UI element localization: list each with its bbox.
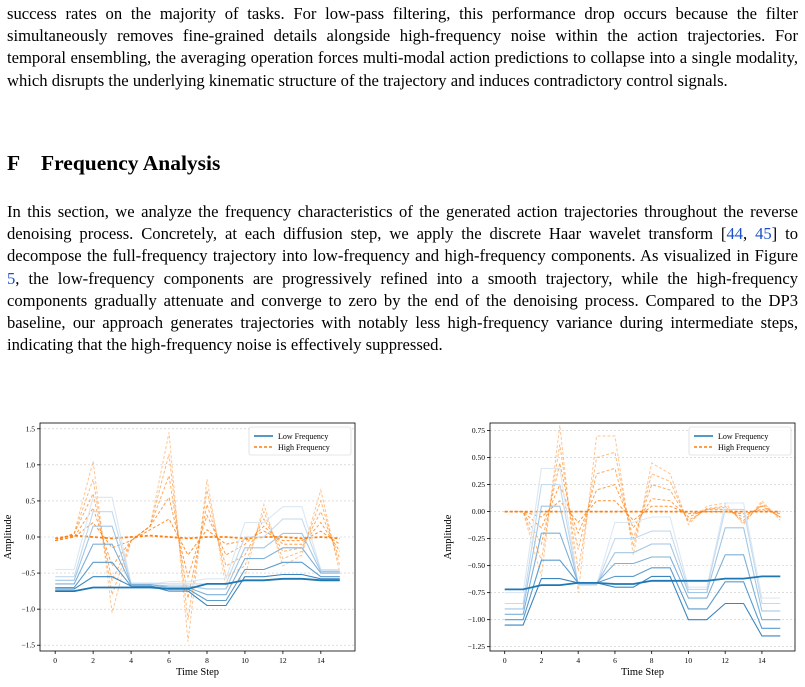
y-tick-label: −1.5 <box>21 641 35 650</box>
low-frequency-line <box>55 577 340 593</box>
citation-44-link[interactable]: 44 <box>726 224 744 244</box>
paragraph-2: In this section, we analyze the frequenc… <box>7 201 798 356</box>
section-heading: F Frequency Analysis <box>7 151 220 176</box>
x-axis-label: Time Step <box>621 667 664 678</box>
y-tick-label: −1.25 <box>468 642 486 651</box>
x-tick-label: 2 <box>91 656 95 665</box>
low-frequency-step-line <box>504 505 781 612</box>
high-frequency-step-line <box>55 518 341 556</box>
high-frequency-step-line <box>504 462 781 550</box>
paragraph-1: success rates on the majority of tasks. … <box>7 4 798 90</box>
low-frequency-line <box>504 575 781 591</box>
y-axis-label: Amplitude <box>443 514 454 559</box>
x-tick-label: 10 <box>685 656 693 665</box>
y-tick-label: −0.5 <box>21 569 35 578</box>
x-tick-label: 4 <box>129 656 133 665</box>
legend-high-label: High Frequency <box>278 443 330 452</box>
low-frequency-step-line <box>504 484 781 605</box>
low-frequency-step-line <box>55 543 340 596</box>
plot-frame <box>489 422 796 652</box>
section-title: Frequency Analysis <box>41 151 221 175</box>
x-tick-label: 4 <box>576 656 580 665</box>
low-frequency-step-line <box>504 532 781 621</box>
x-tick-label: 6 <box>167 656 171 665</box>
paragraph-2-part-b: ] to decompose the full-frequency trajec… <box>7 224 798 266</box>
x-tick-label: 12 <box>279 656 287 665</box>
legend-low-label: Low Frequency <box>278 432 328 441</box>
y-tick-label: 1.5 <box>26 424 36 433</box>
paragraph-2-part-a: In this section, we analyze the frequenc… <box>7 202 798 244</box>
y-tick-label: 1.0 <box>26 460 36 469</box>
legend-high-label: High Frequency <box>718 443 770 452</box>
x-tick-label: 0 <box>53 656 57 665</box>
y-tick-label: 0.25 <box>472 480 485 489</box>
x-tick-label: 2 <box>540 656 544 665</box>
y-tick-label: 0.75 <box>472 426 485 435</box>
low-frequency-step-line <box>55 561 340 602</box>
y-tick-label: 0.50 <box>472 453 485 462</box>
citation-separator: , <box>743 224 756 244</box>
x-tick-label: 8 <box>205 656 209 665</box>
low-frequency-step-line <box>55 511 340 585</box>
high-frequency-line <box>55 534 340 540</box>
x-tick-label: 10 <box>241 656 249 665</box>
x-tick-label: 0 <box>503 656 507 665</box>
x-tick-label: 6 <box>613 656 617 665</box>
citation-45-link[interactable]: 45 <box>755 224 772 244</box>
high-frequency-step-line <box>504 444 781 572</box>
y-tick-label: 0.5 <box>26 496 36 505</box>
x-axis-label: Time Step <box>176 667 219 678</box>
x-tick-label: 14 <box>317 656 325 665</box>
paragraph-2-part-c: , the low-frequency components are progr… <box>7 268 798 355</box>
x-tick-label: 8 <box>650 656 654 665</box>
figure-ref-link[interactable]: 5 <box>7 268 16 288</box>
legend-box <box>688 426 792 456</box>
y-tick-label: −0.25 <box>468 534 486 543</box>
chart-left: −1.5 −1.0 −0.5 0.0 0.5 1.0 1.5 0 2 4 6 8 10 12 14 Time … <box>3 422 356 678</box>
y-tick-label: 0.00 <box>472 507 485 516</box>
y-tick-label: −1.00 <box>468 615 486 624</box>
low-frequency-step-line <box>55 573 340 607</box>
y-axis-label: Amplitude <box>3 514 14 559</box>
low-frequency-step-line <box>504 559 781 629</box>
x-tick-label: 12 <box>721 656 729 665</box>
legend-low-label: Low Frequency <box>718 432 768 441</box>
y-tick-label: 0.0 <box>26 533 36 542</box>
low-frequency-step-line <box>55 496 340 585</box>
low-frequency-step-line <box>55 525 340 590</box>
x-tick-label: 14 <box>758 656 766 665</box>
high-frequency-step-line <box>55 473 341 599</box>
y-tick-label: −1.0 <box>21 605 35 614</box>
low-frequency-step-line <box>504 467 781 599</box>
plot-frame <box>39 422 356 652</box>
chart-right: −1.25 −1.00 −0.75 −0.50 −0.25 0.00 0.25 0.50 0.7… <box>443 422 796 678</box>
high-frequency-step-line <box>504 500 781 524</box>
section-number: F <box>7 151 21 175</box>
y-tick-label: −0.75 <box>468 588 486 597</box>
legend-box <box>248 426 352 456</box>
y-tick-label: −0.50 <box>468 561 486 570</box>
